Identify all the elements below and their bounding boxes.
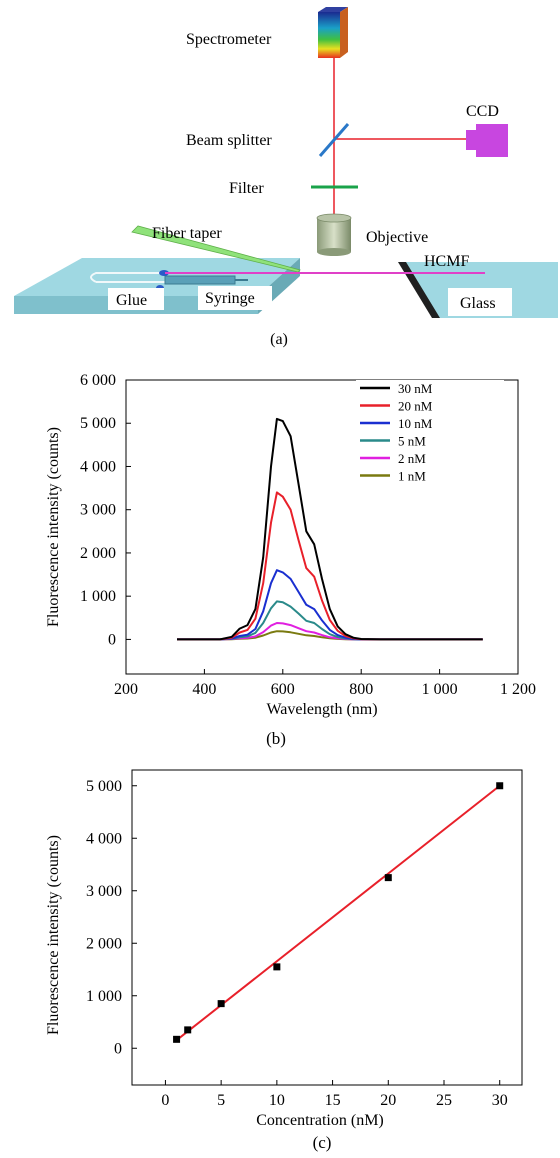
x-tick-label: 800 [349, 681, 373, 698]
x-axis: 200 400 600 800 1 000 1 200 [114, 669, 536, 698]
objective-icon [316, 213, 352, 256]
points-layer [173, 782, 504, 1043]
series-line-30-nM [177, 417, 483, 641]
data-point [384, 874, 392, 882]
plot-frame [131, 769, 523, 1086]
fit-line [173, 784, 501, 1043]
spectrometer-icon [318, 7, 348, 58]
x-tick-label: 400 [192, 681, 216, 698]
x-tick-label: 600 [271, 681, 295, 698]
y-tick-label: 3 000 [86, 883, 122, 900]
legend-entry: 2 nM [398, 451, 426, 466]
label-ccd: CCD [466, 103, 499, 120]
x-tick-label: 15 [325, 1092, 341, 1109]
y-tick-label: 4 000 [80, 458, 116, 475]
plot-frame [125, 379, 519, 675]
legend-entry: 30 nM [398, 381, 433, 396]
y-axis: 0 1 000 2 000 3 000 4 000 5 000 [86, 778, 137, 1057]
legend-entry: 10 nM [398, 416, 433, 431]
y-tick-label: 0 [108, 631, 116, 648]
y-tick-label: 5 000 [80, 415, 116, 432]
label-hcmf: HCMF [424, 253, 469, 270]
y-tick-label: 5 000 [86, 778, 122, 795]
label-glass: Glass [460, 295, 496, 312]
label-syringe: Syringe [205, 290, 255, 307]
label-filter: Filter [229, 180, 264, 197]
series-layer [177, 417, 483, 641]
y-tick-label: 1 000 [86, 988, 122, 1005]
legend-entry: 5 nM [398, 434, 426, 449]
data-point [496, 782, 504, 790]
series-line-10-nM [177, 569, 483, 641]
caption-c: (c) [313, 1133, 332, 1152]
x-tick-label: 25 [436, 1092, 452, 1109]
setup-diagram-panel: Spectrometer CCD Beam splitter Filter Fi… [0, 0, 560, 360]
y-tick-label: 4 000 [86, 830, 122, 847]
label-spectrometer: Spectrometer [186, 31, 272, 48]
ccd-icon [466, 124, 508, 157]
label-fiber-taper: Fiber taper [152, 225, 222, 242]
spectra-chart-panel: 200 400 600 800 1 000 1 200 0 1 000 2 000 3 000 4… [0, 360, 560, 750]
series-line-20-nM [177, 491, 483, 641]
fiber-taper-icon [131, 225, 301, 273]
x-tick-label: 200 [114, 681, 138, 698]
data-point [173, 1035, 181, 1043]
x-tick-label: 1 000 [422, 681, 458, 698]
spectra-chart: 200 400 600 800 1 000 1 200 0 1 000 2 000 3 000 4… [45, 372, 536, 748]
label-beam-splitter: Beam splitter [186, 132, 272, 149]
legend-box [356, 380, 504, 491]
y-tick-label: 2 000 [80, 545, 116, 562]
x-axis: 0 5 10 15 20 25 30 [161, 1080, 508, 1109]
data-point [273, 963, 281, 971]
y-tick-label: 1 000 [80, 588, 116, 605]
beam-splitter-icon [318, 123, 350, 157]
x-tick-label: 10 [269, 1092, 285, 1109]
laser-beam [333, 58, 468, 242]
label-objective: Objective [366, 229, 428, 246]
fit-line-layer [173, 784, 501, 1043]
y-tick-label: 6 000 [80, 372, 116, 389]
setup-diagram: Spectrometer CCD Beam splitter Filter Fi… [14, 7, 558, 348]
y-axis-label: Fluorescence intensity (counts) [45, 835, 62, 1035]
x-tick-label: 1 200 [500, 681, 536, 698]
x-axis-label: Concentration (nM) [256, 1112, 384, 1129]
x-tick-label: 0 [161, 1092, 169, 1109]
x-tick-label: 20 [380, 1092, 396, 1109]
y-tick-label: 2 000 [86, 935, 122, 952]
series-line-2-nM [177, 622, 483, 641]
label-glue: Glue [116, 292, 147, 309]
caption-b: (b) [266, 729, 286, 748]
data-point [217, 1000, 225, 1008]
caption-a: (a) [270, 331, 288, 348]
x-tick-label: 30 [492, 1092, 508, 1109]
syringe-icon [90, 272, 248, 285]
y-tick-label: 3 000 [80, 502, 116, 519]
y-axis: 0 1 000 2 000 3 000 4 000 5 000 6 000 [80, 372, 131, 648]
legend: 30 nM 20 nM 10 nM 5 nM 2 nM 1 nM [356, 380, 504, 491]
y-tick-label: 0 [114, 1040, 122, 1057]
x-tick-label: 5 [217, 1092, 225, 1109]
legend-entry: 1 nM [398, 469, 426, 484]
data-point [184, 1026, 192, 1034]
legend-entry: 20 nM [398, 399, 433, 414]
x-axis-label: Wavelength (nm) [266, 701, 377, 718]
y-axis-label: Fluorescence intensity (counts) [45, 427, 62, 627]
